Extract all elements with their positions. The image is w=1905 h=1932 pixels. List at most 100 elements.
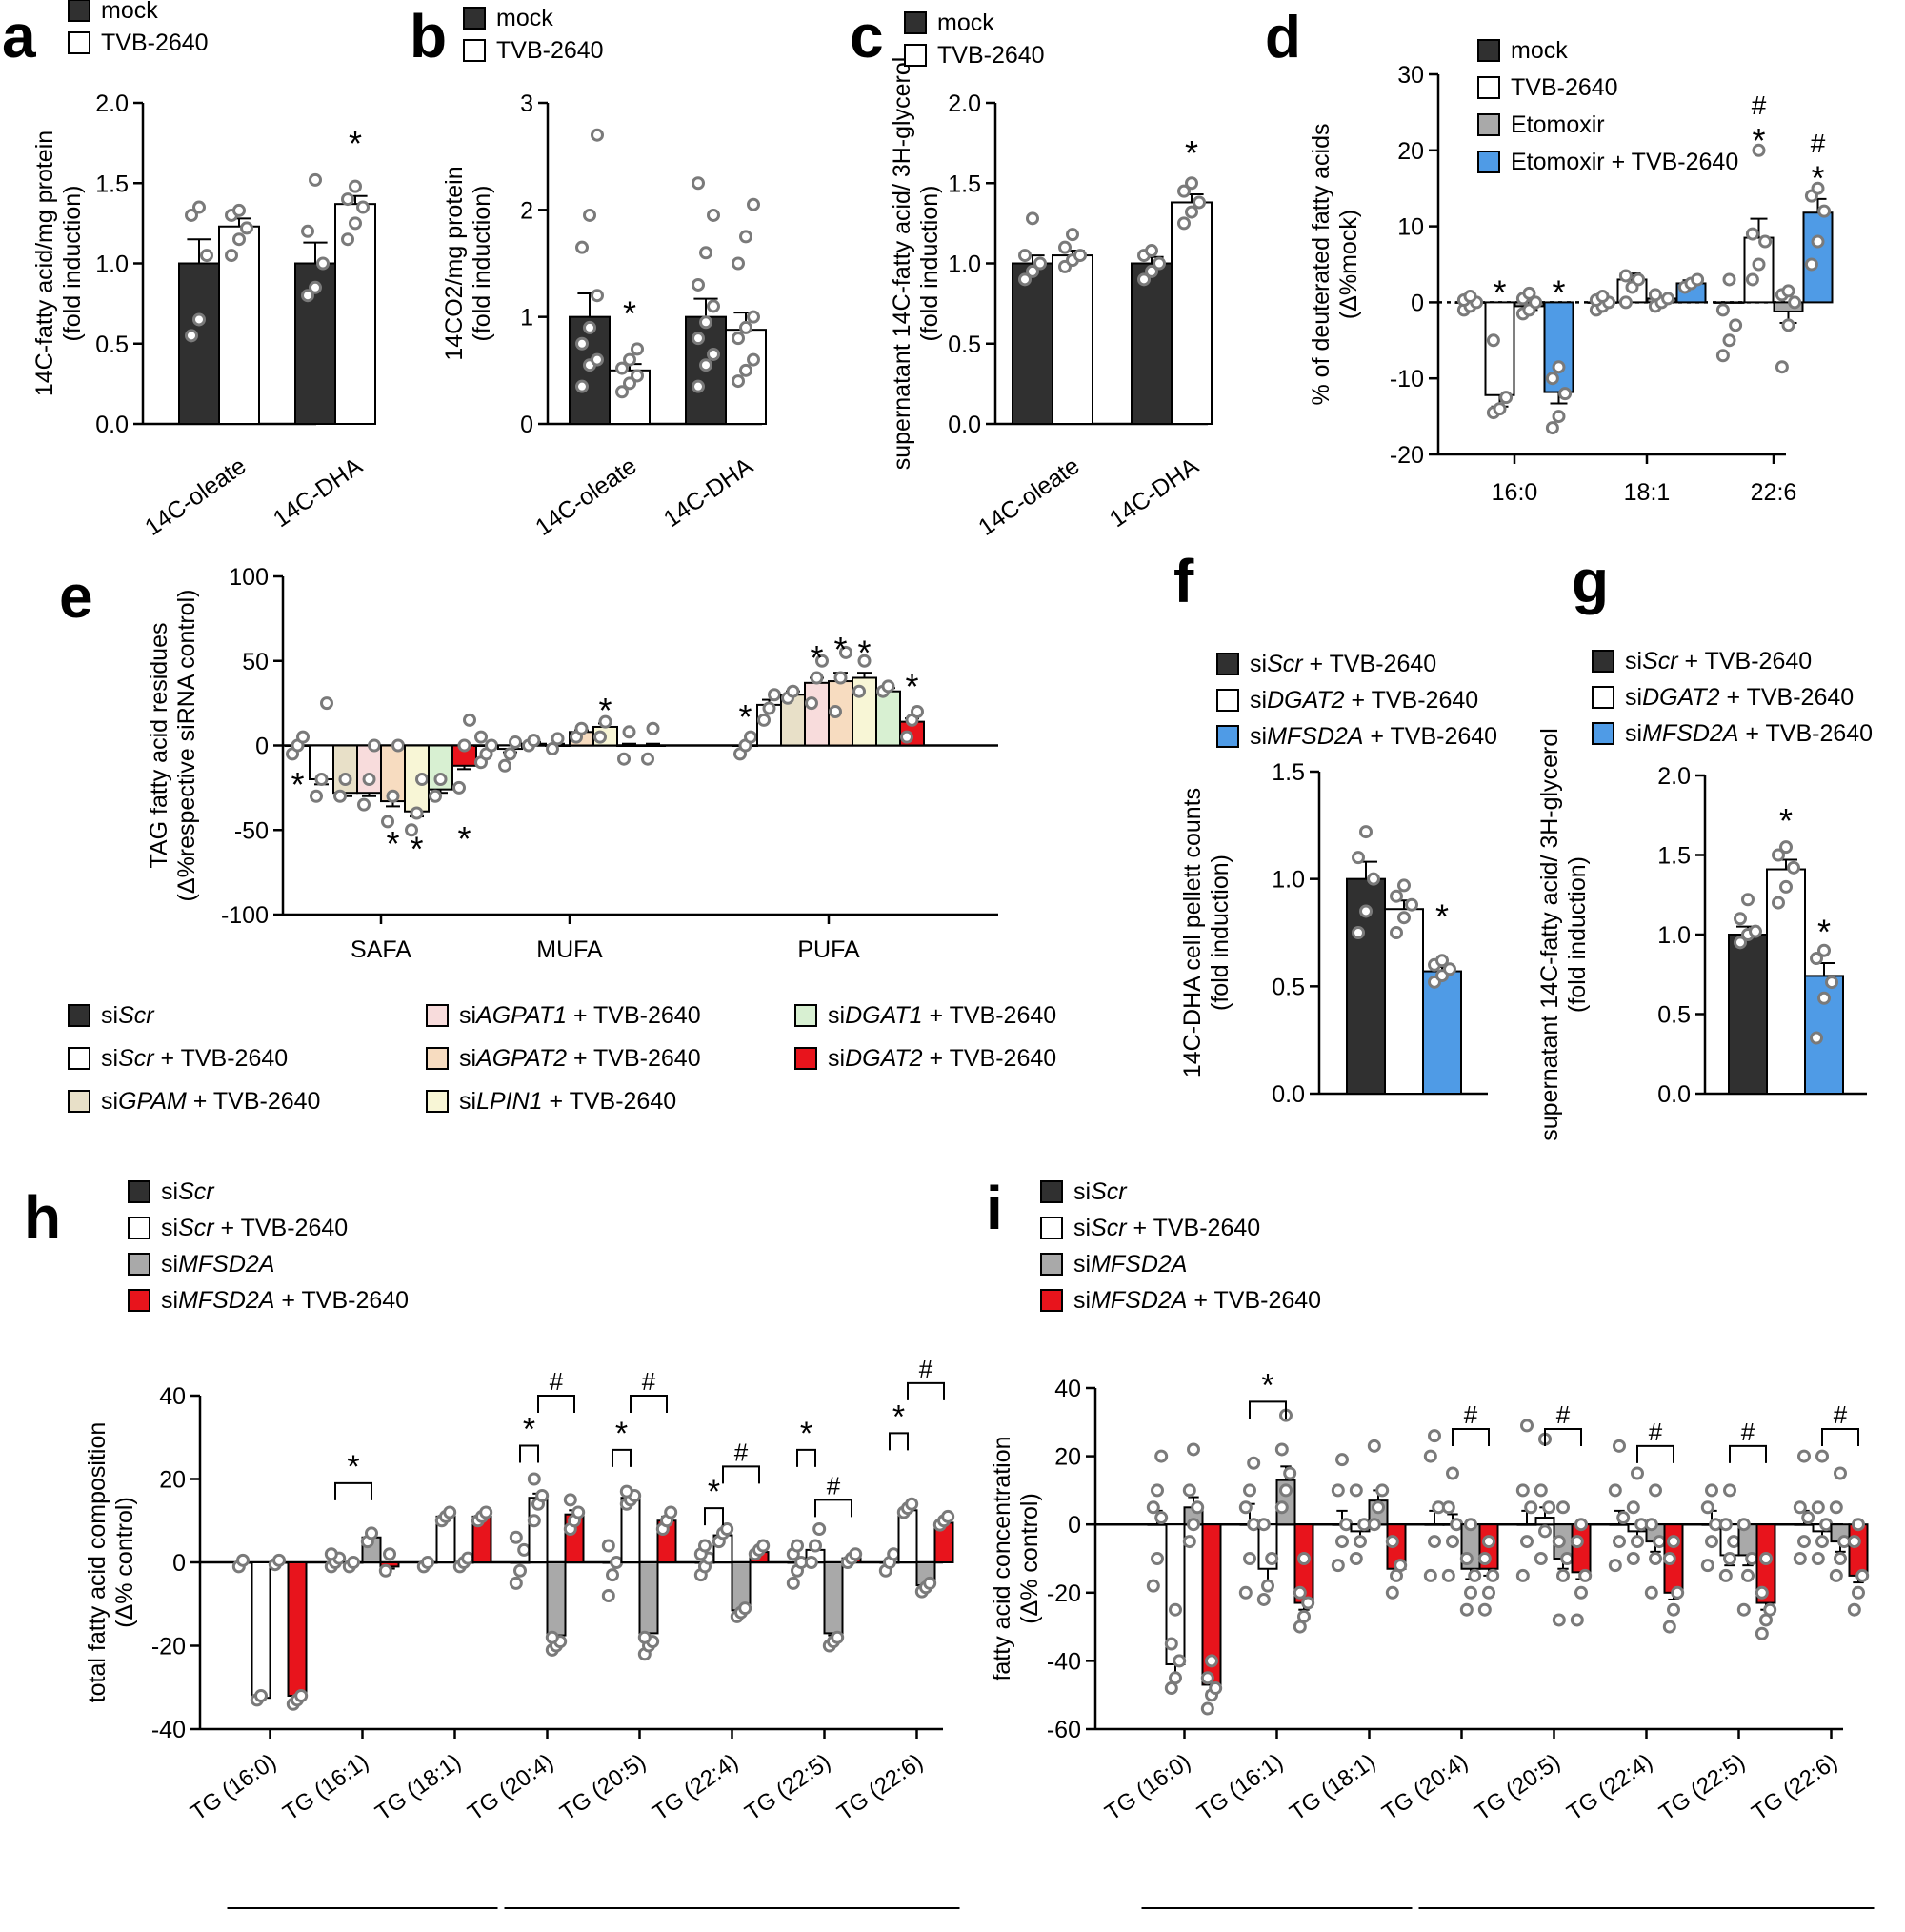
panel-d-legend-swatch <box>1477 76 1500 99</box>
panel-h-data-point <box>786 1576 800 1590</box>
panel-h-letter: h <box>24 1183 61 1252</box>
panel-i-data-point <box>1331 1483 1345 1498</box>
panel-d-data-point <box>1781 318 1795 332</box>
panel-i-data-point <box>1349 1483 1363 1498</box>
panel-e-legend-swatch <box>426 1090 449 1113</box>
panel-c-data-point <box>1018 249 1032 263</box>
panel-i-data-point <box>1608 1559 1622 1573</box>
panel-i-data-point <box>1173 1654 1187 1668</box>
panel-h-data-point <box>619 1484 633 1499</box>
panel-i-data-point <box>1574 1518 1588 1532</box>
panel-g-data-point <box>1749 924 1762 938</box>
panel-a-letter: a <box>2 2 36 70</box>
panel-e-data-point <box>357 797 371 812</box>
panel-i-legend-swatch <box>1040 1289 1063 1312</box>
panel-h-bracket <box>722 1465 760 1484</box>
panel-c-y-tick-label: 0.5 <box>948 332 981 358</box>
panel-e-legend-swatch <box>426 1004 449 1027</box>
panel-i-data-point <box>1146 1500 1160 1515</box>
panel-h-bracket <box>814 1499 852 1518</box>
panel-a-data-point <box>185 208 198 222</box>
panel-i-data-point <box>1793 1552 1807 1565</box>
panel-i-bar <box>1848 1523 1869 1577</box>
panel-d-y-tick-label: 20 <box>1397 138 1424 165</box>
panel-i-data-point <box>1243 1483 1256 1498</box>
panel-c-bar <box>1052 254 1093 426</box>
panel-e-legend-label: siLPIN1 + TVB-2640 <box>459 1088 676 1115</box>
panel-i-data-point <box>1811 1500 1825 1515</box>
panel-g-data-point <box>1787 860 1800 875</box>
panel-i-data-point <box>1801 1511 1815 1525</box>
panel-c-data-point <box>1066 228 1079 242</box>
panel-i-data-point <box>1538 1524 1552 1539</box>
panel-b-data-point <box>591 352 604 367</box>
panel-h-data-point <box>509 1576 523 1590</box>
panel-h-data-point <box>720 1522 734 1536</box>
panel-d-data-point <box>1811 234 1825 249</box>
panel-h-bracket-mark: # <box>827 1471 841 1499</box>
panel-i-y-label: fatty acid concentration(Δ% control) <box>989 1436 1043 1680</box>
panel-i-data-point <box>1256 1592 1271 1606</box>
panel-h-bracket <box>519 1444 539 1463</box>
panel-i-data-point <box>1759 1552 1773 1565</box>
panel-e-data-point <box>362 773 376 786</box>
panel-i-data-point <box>1534 1552 1548 1565</box>
panel-i-x-tick-label: TG (16:1) <box>1193 1749 1288 1826</box>
panel-h-data-point <box>812 1522 827 1536</box>
panel-i-data-point <box>1763 1602 1777 1617</box>
panel-h-y-label: total fatty acid composition(Δ% control) <box>84 1422 138 1703</box>
panel-f-y-label: 14C-DHA cell pellett counts(fold inducti… <box>1179 788 1233 1077</box>
panel-h-bracket-mark: # <box>550 1367 564 1396</box>
panel-c-data-point <box>1153 256 1166 271</box>
panel-g-data-point <box>1817 943 1831 957</box>
panel-i-data-point <box>1552 1535 1566 1549</box>
panel-b-data-point <box>699 246 712 260</box>
panel-d-data-point <box>1758 234 1773 249</box>
panel-i-legend-swatch <box>1040 1217 1063 1239</box>
panel-h-bar <box>638 1561 659 1635</box>
panel-i-data-point <box>1274 1442 1289 1457</box>
panel-e-significance-mark: * <box>598 691 612 730</box>
panel-i-data-point <box>1261 1579 1274 1593</box>
panel-c-data-point <box>1145 264 1158 278</box>
panel-c-data-point <box>1058 240 1072 254</box>
panel-g-y-tick-label: 0.5 <box>1657 1002 1691 1029</box>
panel-g-data-point <box>1772 896 1785 910</box>
panel-e-data-point <box>757 713 771 727</box>
panel-b-data-point <box>631 369 644 383</box>
panel-e-data-point <box>503 747 517 761</box>
panel-b-data-point <box>732 256 745 271</box>
panel-c-y-label: supernatant 14C-fatty acid/ 3H-glycerol(… <box>889 57 943 471</box>
panel-d-data-point <box>1745 272 1759 287</box>
panel-h-data-point <box>756 1539 771 1553</box>
panel-e-data-point <box>900 730 913 744</box>
panel-i-group-label: PUFA <box>1615 1929 1678 1932</box>
panel-a-data-point <box>301 289 314 303</box>
panel-e-data-point <box>768 688 781 702</box>
panel-i-data-point <box>1187 1518 1200 1532</box>
panel-e-data-point <box>857 654 872 668</box>
panel-e-data-point <box>338 773 352 786</box>
panel-b-data-point <box>623 352 636 367</box>
panel-b-data-point <box>732 332 745 346</box>
panel-i-bracket-mark: # <box>1741 1418 1755 1446</box>
panel-e-chart: e -100 -50 0 50 100 TAG fatty acid residues(Δ%… <box>59 562 1056 1115</box>
panel-i-data-point <box>1542 1500 1556 1515</box>
panel-i-data-point <box>1616 1511 1631 1525</box>
panel-i-data-point <box>1450 1518 1464 1532</box>
panel-i-data-point <box>1169 1602 1182 1617</box>
panel-d-data-point <box>1661 292 1675 306</box>
panel-h-y-tick-label: -20 <box>151 1634 186 1660</box>
panel-e-significance-mark: * <box>905 667 918 706</box>
panel-d-x-tick-label: 16:0 <box>1492 479 1538 506</box>
panel-a-data-point <box>185 329 198 343</box>
panel-e-data-point <box>314 773 329 786</box>
panel-e-significance-mark: * <box>833 630 847 669</box>
panel-h-data-point <box>563 1493 577 1507</box>
panel-i-data-point <box>1631 1535 1644 1549</box>
panel-h-y-tick-label: 0 <box>172 1550 186 1577</box>
panel-a-y-label: 14C-fatty acid/mg protein(fold induction… <box>31 131 86 396</box>
panel-i-data-point <box>1477 1602 1492 1617</box>
panel-h-x-tick-label: TG (22:4) <box>648 1749 743 1826</box>
panel-a-data-point <box>309 172 322 187</box>
